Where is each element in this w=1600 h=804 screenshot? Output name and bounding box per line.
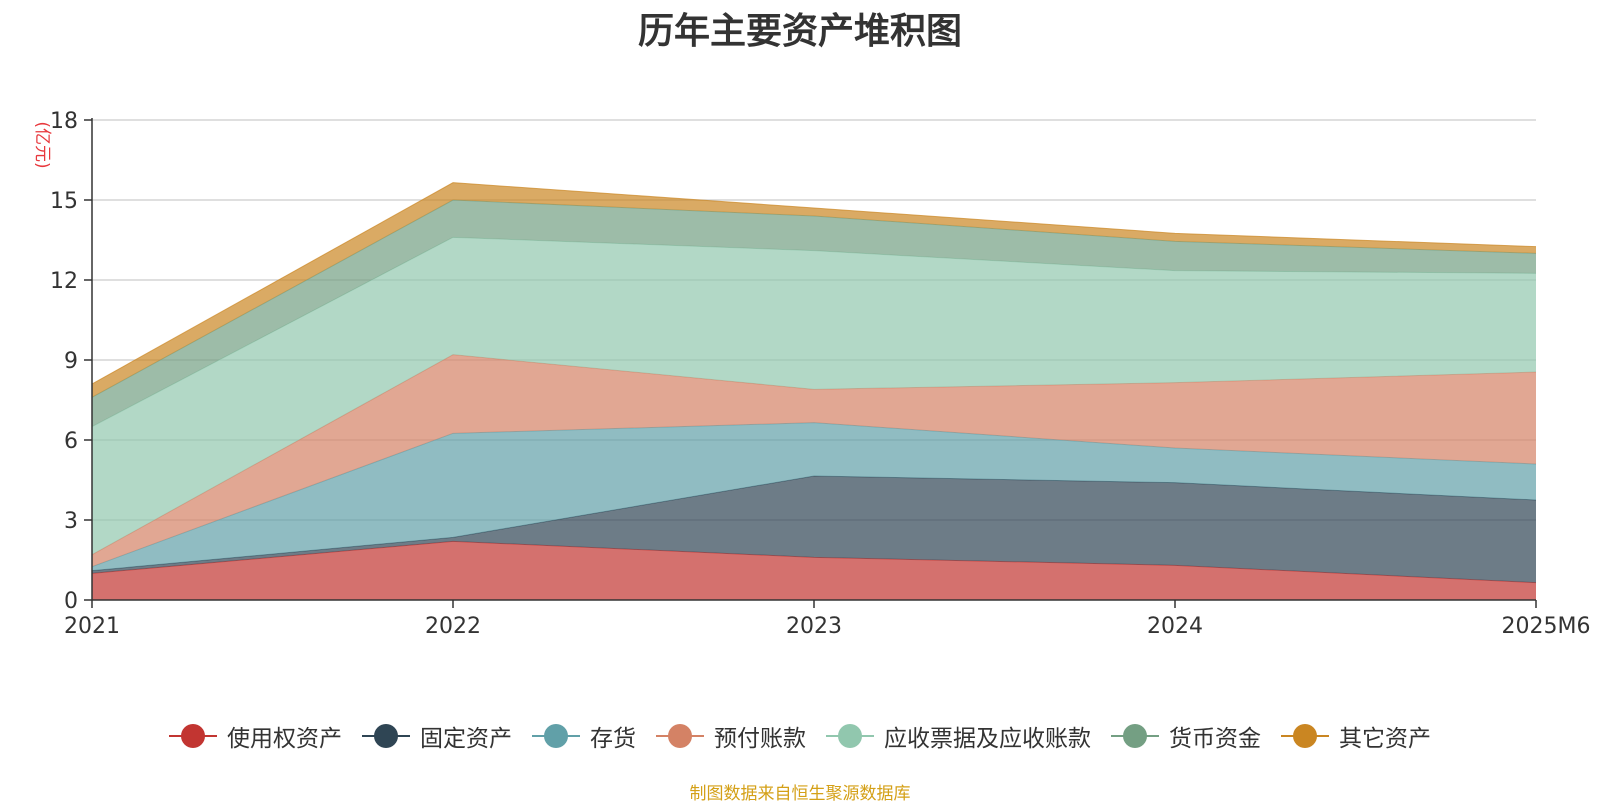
x-tick-label: 2025M6 xyxy=(1502,614,1591,639)
legend-item[interactable]: 预付账款 xyxy=(656,719,806,753)
legend-marker-icon xyxy=(1281,724,1329,748)
legend-label: 固定资产 xyxy=(420,726,512,752)
area-series-band xyxy=(92,422,1536,571)
legend-item[interactable]: 存货 xyxy=(532,719,636,753)
y-tick-label: 18 xyxy=(50,109,78,134)
legend-label: 使用权资产 xyxy=(227,726,342,752)
y-tick-label: 12 xyxy=(50,269,78,294)
legend: 使用权资产 固定资产 存货 预付账款 应收票据及应收账款 货币资金 其它资产 xyxy=(0,718,1600,754)
x-tick-label: 2021 xyxy=(64,614,120,639)
legend-marker-icon xyxy=(362,724,410,748)
source-note: 制图数据来自恒生聚源数据库 xyxy=(689,784,911,804)
legend-item[interactable]: 使用权资产 xyxy=(169,719,342,753)
area-series-band xyxy=(92,476,1536,583)
area-series-band xyxy=(92,354,1536,567)
area-series-band xyxy=(92,237,1536,555)
area-series-band xyxy=(92,541,1536,600)
legend-label: 货币资金 xyxy=(1169,726,1261,752)
y-tick-label: 6 xyxy=(64,429,78,454)
legend-label: 预付账款 xyxy=(714,726,806,752)
legend-label: 应收票据及应收账款 xyxy=(884,726,1091,752)
legend-item[interactable]: 应收票据及应收账款 xyxy=(826,719,1091,753)
x-tick-label: 2022 xyxy=(425,614,481,639)
area-series-band xyxy=(92,182,1536,398)
y-tick-label: 15 xyxy=(50,189,78,214)
legend-item[interactable]: 货币资金 xyxy=(1111,719,1261,753)
legend-label: 存货 xyxy=(590,726,636,752)
y-tick-label: 3 xyxy=(64,509,78,534)
legend-item[interactable]: 其它资产 xyxy=(1281,719,1431,753)
legend-marker-icon xyxy=(656,724,704,748)
legend-marker-icon xyxy=(169,724,217,748)
legend-marker-icon xyxy=(1111,724,1159,748)
area-series-line xyxy=(91,182,1537,385)
legend-item[interactable]: 固定资产 xyxy=(362,719,512,753)
chart-title: 历年主要资产堆积图 xyxy=(637,11,962,52)
y-tick-label: 0 xyxy=(64,589,78,614)
area-series-band xyxy=(92,200,1536,427)
axes: 0 3 6 9 12 15 18 2021 2022 2023 2024 2025M6 (亿元) xyxy=(32,109,1590,639)
legend-marker-icon xyxy=(532,724,580,748)
y-axis-label: (亿元) xyxy=(32,121,52,168)
legend-label: 其它资产 xyxy=(1339,726,1431,752)
x-tick-label: 2023 xyxy=(786,614,842,639)
y-tick-label: 9 xyxy=(64,349,78,374)
x-tick-label: 2024 xyxy=(1147,614,1203,639)
legend-marker-icon xyxy=(826,724,874,748)
area-series xyxy=(91,182,1537,600)
